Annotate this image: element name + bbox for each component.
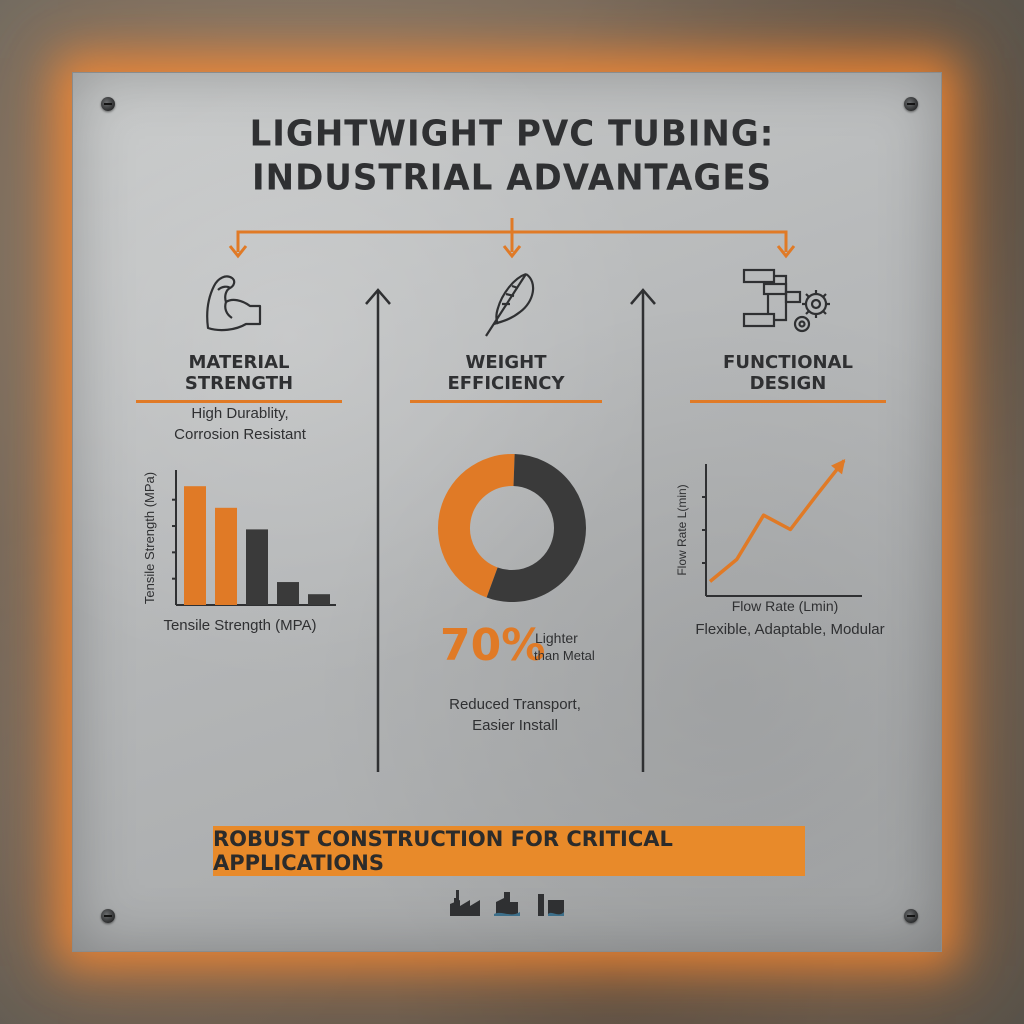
line-arrowhead-icon	[831, 459, 846, 475]
screw-icon	[101, 97, 115, 111]
line-ylabel: Flow Rate L(min)	[675, 484, 689, 575]
heading-functional-design: FUNCTIONAL DESIGN	[690, 352, 886, 403]
flow-line-chart: Flow Rate L(min)	[675, 459, 862, 597]
refinery-icon	[538, 894, 564, 916]
plant-icon	[494, 892, 520, 916]
weight-note-line2: Easier Install	[472, 717, 558, 734]
pipes-gears-icon	[742, 268, 830, 333]
flexed-arm-icon	[206, 275, 262, 332]
screw-icon	[904, 909, 918, 923]
bar-ylabel: Tensile Strength (MPa)	[142, 472, 157, 604]
arrow-up-icon	[365, 288, 391, 305]
bar-B	[215, 507, 237, 605]
line-xlabel: Flow Rate (Lmin)	[731, 598, 839, 614]
bar-E	[308, 594, 330, 605]
percent-label-line1: Lighter	[535, 630, 578, 646]
bar-D	[277, 582, 299, 605]
screw-icon	[904, 97, 918, 111]
design-description: Flexible, Adaptable, Modular	[695, 621, 885, 638]
donut-slice-lighter	[438, 454, 515, 598]
page-title: LIGHTWIGHT PVC TUBING: INDUSTRIAL ADVANT…	[0, 112, 1024, 200]
factory-icon	[450, 890, 480, 916]
banner-text: ROBUST CONSTRUCTION FOR CRITICAL APPLICA…	[213, 827, 673, 875]
arrow-down-icon	[776, 245, 796, 259]
weight-donut-chart	[438, 454, 586, 602]
page-title-line1: LIGHTWIGHT PVC TUBING:	[249, 113, 775, 155]
bar-C	[246, 529, 268, 605]
arrow-up-icon	[630, 288, 656, 305]
weight-note: Reduced Transport, Easier Install	[420, 694, 610, 736]
heading-material-strength: MATERIAL STRENGTH	[136, 352, 342, 403]
screw-icon	[101, 909, 115, 923]
bar-A	[184, 486, 206, 605]
bottom-banner: ROBUST CONSTRUCTION FOR CRITICAL APPLICA…	[213, 826, 805, 876]
weight-note-line1: Reduced Transport,	[449, 696, 581, 713]
flow-series-line	[708, 459, 846, 583]
strength-description-line2: Corrosion Resistant	[174, 426, 306, 443]
strength-description: High Durablity, Corrosion Resistant	[140, 403, 340, 445]
feather-icon	[485, 272, 535, 337]
percent-label-line2: than Metal	[534, 648, 595, 663]
strength-description-line1: High Durablity,	[191, 405, 289, 422]
page-title-line2: INDUSTRIAL ADVANTAGES	[251, 157, 773, 199]
arrow-down-icon	[228, 245, 248, 259]
donut-slice-metal	[486, 454, 586, 602]
percent-value: 70%	[440, 620, 546, 671]
tensile-bar-chart: Tensile Strength (MPa)	[142, 470, 336, 606]
bar-xlabel: Tensile Strength (MPA)	[163, 617, 317, 634]
footer-icons	[450, 890, 564, 916]
heading-weight-efficiency: WEIGHT EFFICIENCY	[410, 352, 602, 403]
arrow-down-icon	[502, 245, 522, 259]
percent-label: Lighter than Metal	[534, 629, 604, 665]
